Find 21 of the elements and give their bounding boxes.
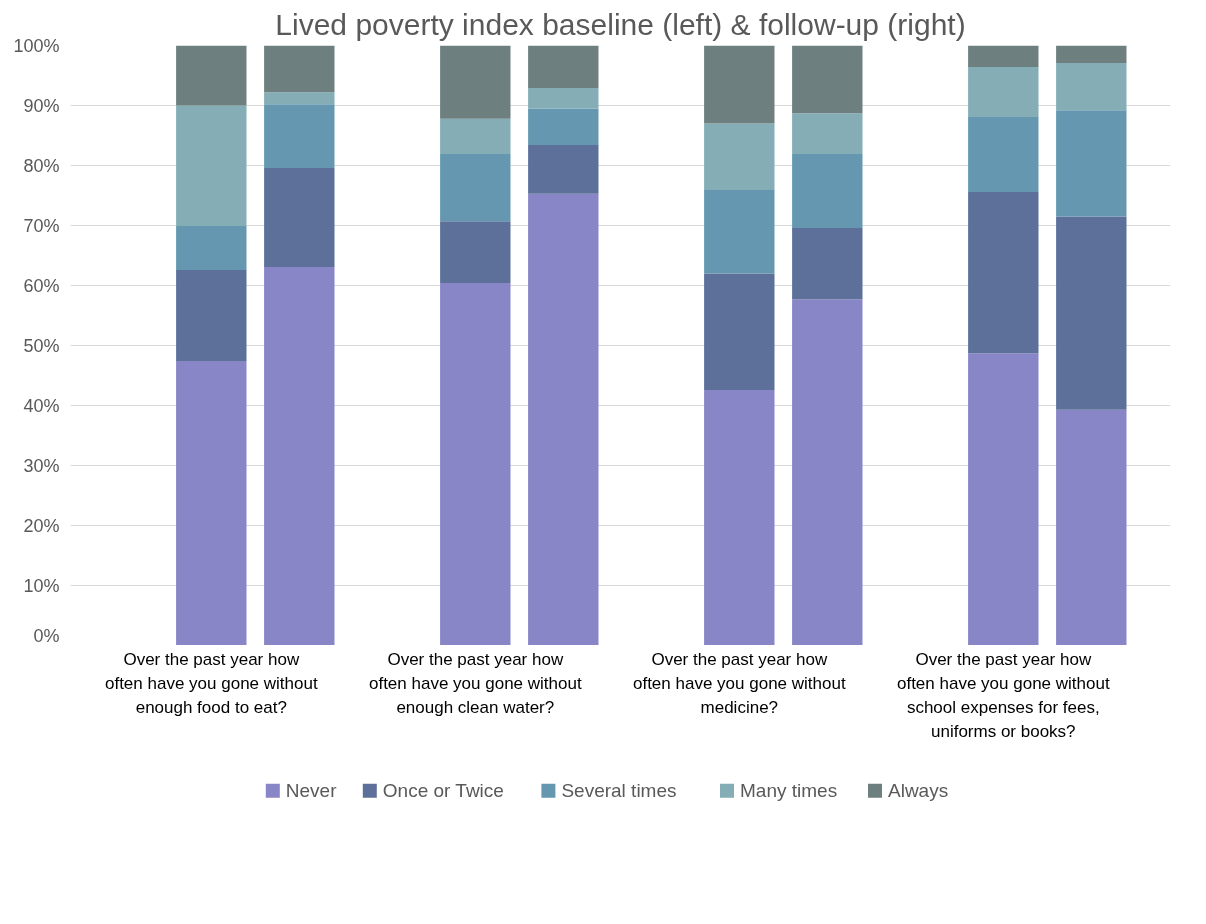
- chart-title: Lived poverty index baseline (left) & follow-up (right): [275, 7, 966, 41]
- legend-label: Never: [285, 780, 338, 802]
- y-tick-label: 0%: [33, 625, 60, 646]
- y-tick-label: 40%: [23, 395, 60, 416]
- x-tick-label: Over the past year how often have you gone without enough food to eat?: [104, 650, 318, 717]
- x-tick-label: Over the past year how often have you gone without medicine?: [632, 650, 846, 717]
- y-tick-label: 50%: [23, 335, 60, 356]
- legend-label: Several times: [561, 780, 677, 802]
- legend-label: Once or Twice: [382, 780, 504, 802]
- x-tick-label: Over the past year how often have you gone without enough clean water?: [368, 650, 582, 717]
- x-tick-label: Over the past year how often have you gone without school expenses for fees, uniforms or books?: [896, 650, 1110, 741]
- y-tick-label: 80%: [23, 155, 60, 176]
- y-tick-label: 10%: [23, 575, 60, 596]
- legend-label: Always: [888, 780, 949, 802]
- y-tick-label: 70%: [23, 215, 60, 236]
- y-tick-label: 100%: [13, 35, 60, 56]
- y-tick-label: 30%: [23, 455, 60, 476]
- y-tick-label: 20%: [23, 515, 60, 536]
- legend-label: Many times: [740, 780, 838, 802]
- y-tick-label: 90%: [23, 95, 60, 116]
- y-tick-label: 60%: [23, 275, 60, 296]
